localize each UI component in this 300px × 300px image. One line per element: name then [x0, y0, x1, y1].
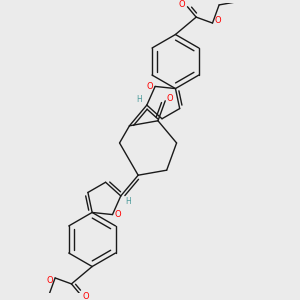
Text: O: O: [167, 94, 173, 103]
Text: O: O: [46, 276, 52, 285]
Text: H: H: [126, 197, 131, 206]
Text: O: O: [178, 0, 185, 9]
Text: O: O: [115, 210, 122, 219]
Text: O: O: [82, 292, 89, 300]
Text: O: O: [146, 82, 153, 91]
Text: O: O: [215, 16, 222, 25]
Text: H: H: [136, 95, 142, 104]
